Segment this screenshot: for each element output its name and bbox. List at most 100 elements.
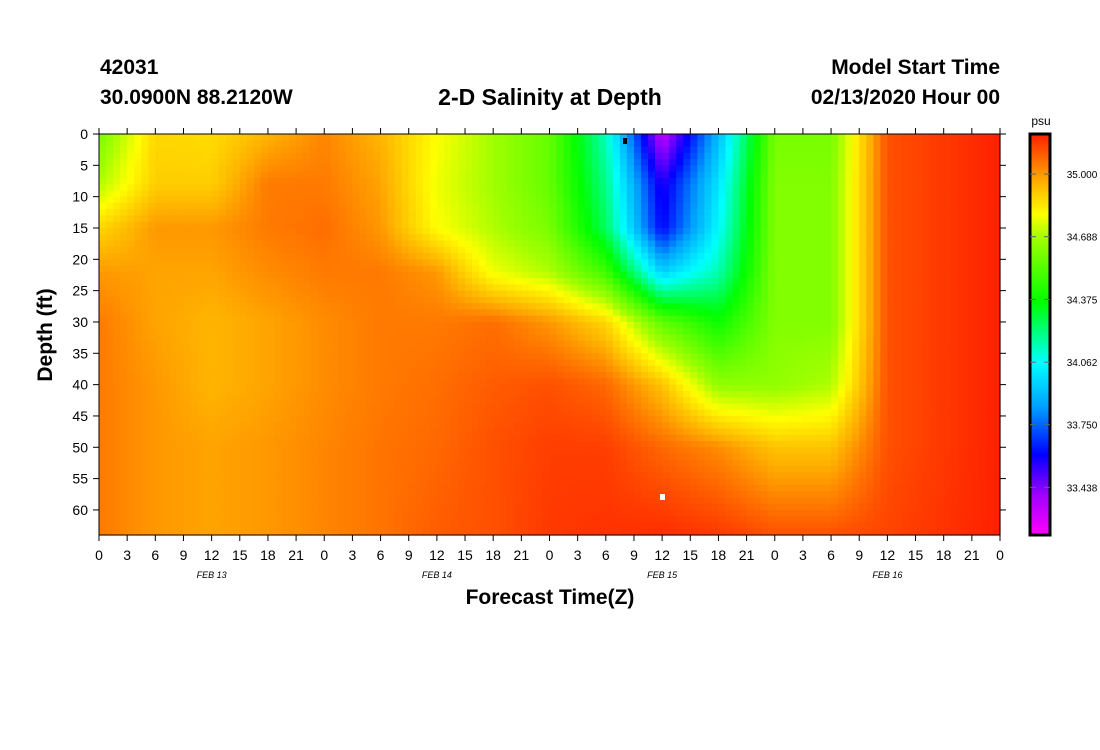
heatmap-cell <box>831 177 839 185</box>
heatmap-cell <box>936 359 945 367</box>
heatmap-cell <box>605 184 614 191</box>
heatmap-cell <box>577 309 586 317</box>
heatmap-cell <box>985 171 994 179</box>
heatmap-cell <box>324 134 332 141</box>
heatmap-cell <box>739 146 748 154</box>
heatmap-cell <box>831 334 839 342</box>
heatmap-cell <box>704 340 712 348</box>
heatmap-cell <box>422 334 431 342</box>
heatmap-cell <box>788 240 797 248</box>
heatmap-cell <box>838 134 846 141</box>
heatmap-cell <box>99 340 107 348</box>
heatmap-cell <box>655 190 663 198</box>
heatmap-cell <box>232 340 241 348</box>
heatmap-cell <box>985 265 994 273</box>
heatmap-cell <box>401 240 410 248</box>
heatmap-cell <box>605 146 614 154</box>
heatmap-cell <box>169 359 178 367</box>
heatmap-cell <box>718 190 727 198</box>
heatmap-cell <box>866 359 874 367</box>
heatmap-cell <box>732 177 741 185</box>
heatmap-cell <box>394 234 403 242</box>
heatmap-cell <box>408 146 417 154</box>
heatmap-cell <box>162 159 170 166</box>
heatmap-cell <box>338 184 346 191</box>
heatmap-cell <box>274 140 283 148</box>
heatmap-cell <box>873 246 881 254</box>
heatmap-cell <box>563 321 572 329</box>
heatmap-cell <box>282 315 290 323</box>
heatmap-cell <box>978 340 987 348</box>
heatmap-cell <box>746 278 755 285</box>
heatmap-cell <box>282 177 290 185</box>
heatmap-cell <box>479 321 487 329</box>
heatmap-cell <box>183 171 192 179</box>
heatmap-cell <box>479 253 487 260</box>
heatmap-cell <box>626 290 635 298</box>
heatmap-cell <box>289 152 297 160</box>
heatmap-cell <box>831 303 839 311</box>
heatmap-cell <box>450 290 459 298</box>
heatmap-cell <box>605 372 614 379</box>
heatmap-cell <box>359 284 368 292</box>
heatmap-cell <box>591 303 600 311</box>
heatmap-cell <box>915 365 924 373</box>
heatmap-cell <box>781 296 790 304</box>
heatmap-cell <box>767 271 776 279</box>
heatmap-cell <box>669 365 677 373</box>
heatmap-cell <box>978 177 987 185</box>
heatmap-cell <box>936 196 945 204</box>
heatmap-cell <box>99 365 107 373</box>
heatmap-cell <box>436 190 445 198</box>
heatmap-cell <box>542 340 551 348</box>
heatmap-cell <box>472 159 480 166</box>
heatmap-cell <box>387 340 396 348</box>
heatmap-cell <box>542 347 551 354</box>
heatmap-cell <box>127 309 135 317</box>
heatmap-cell <box>296 146 304 154</box>
heatmap-cell <box>127 246 135 254</box>
heatmap-cell <box>507 184 515 191</box>
heatmap-cell <box>626 209 635 217</box>
heatmap-cell <box>148 190 156 198</box>
heatmap-cell <box>422 353 431 361</box>
heatmap-cell <box>563 315 572 323</box>
heatmap-cell <box>310 340 318 348</box>
heatmap-cell <box>746 334 755 342</box>
heatmap-cell <box>176 290 185 298</box>
heatmap-cell <box>915 190 924 198</box>
heatmap-cell <box>563 152 572 160</box>
heatmap-cell <box>106 334 114 342</box>
heatmap-cell <box>838 278 846 285</box>
heatmap-cell <box>528 165 537 173</box>
heatmap-cell <box>866 196 874 204</box>
heatmap-cell <box>683 284 691 292</box>
heatmap-cell <box>894 240 903 248</box>
heatmap-cell <box>514 171 522 179</box>
heatmap-cell <box>760 309 769 317</box>
heatmap-cell <box>225 177 234 185</box>
heatmap-cell <box>450 278 459 285</box>
heatmap-cell <box>120 303 128 311</box>
heatmap-cell <box>331 315 339 323</box>
heatmap-cell <box>767 340 776 348</box>
heatmap-cell <box>317 240 325 248</box>
heatmap-cell <box>535 365 544 373</box>
heatmap-cell <box>591 284 600 292</box>
heatmap-cell <box>169 196 178 204</box>
heatmap-cell <box>204 303 213 311</box>
heatmap-cell <box>99 378 107 386</box>
heatmap-cell <box>866 146 874 154</box>
heatmap-cell <box>141 321 149 329</box>
heatmap-cell <box>957 171 966 179</box>
heatmap-cell <box>436 146 445 154</box>
heatmap-cell <box>310 315 318 323</box>
heatmap-cell <box>655 309 663 317</box>
heatmap-cell <box>704 372 712 379</box>
heatmap-cell <box>535 152 544 160</box>
heatmap-cell <box>176 296 185 304</box>
heatmap-cell <box>577 209 586 217</box>
heatmap-cell <box>465 321 473 329</box>
heatmap-cell <box>711 152 720 160</box>
heatmap-cell <box>760 202 769 210</box>
